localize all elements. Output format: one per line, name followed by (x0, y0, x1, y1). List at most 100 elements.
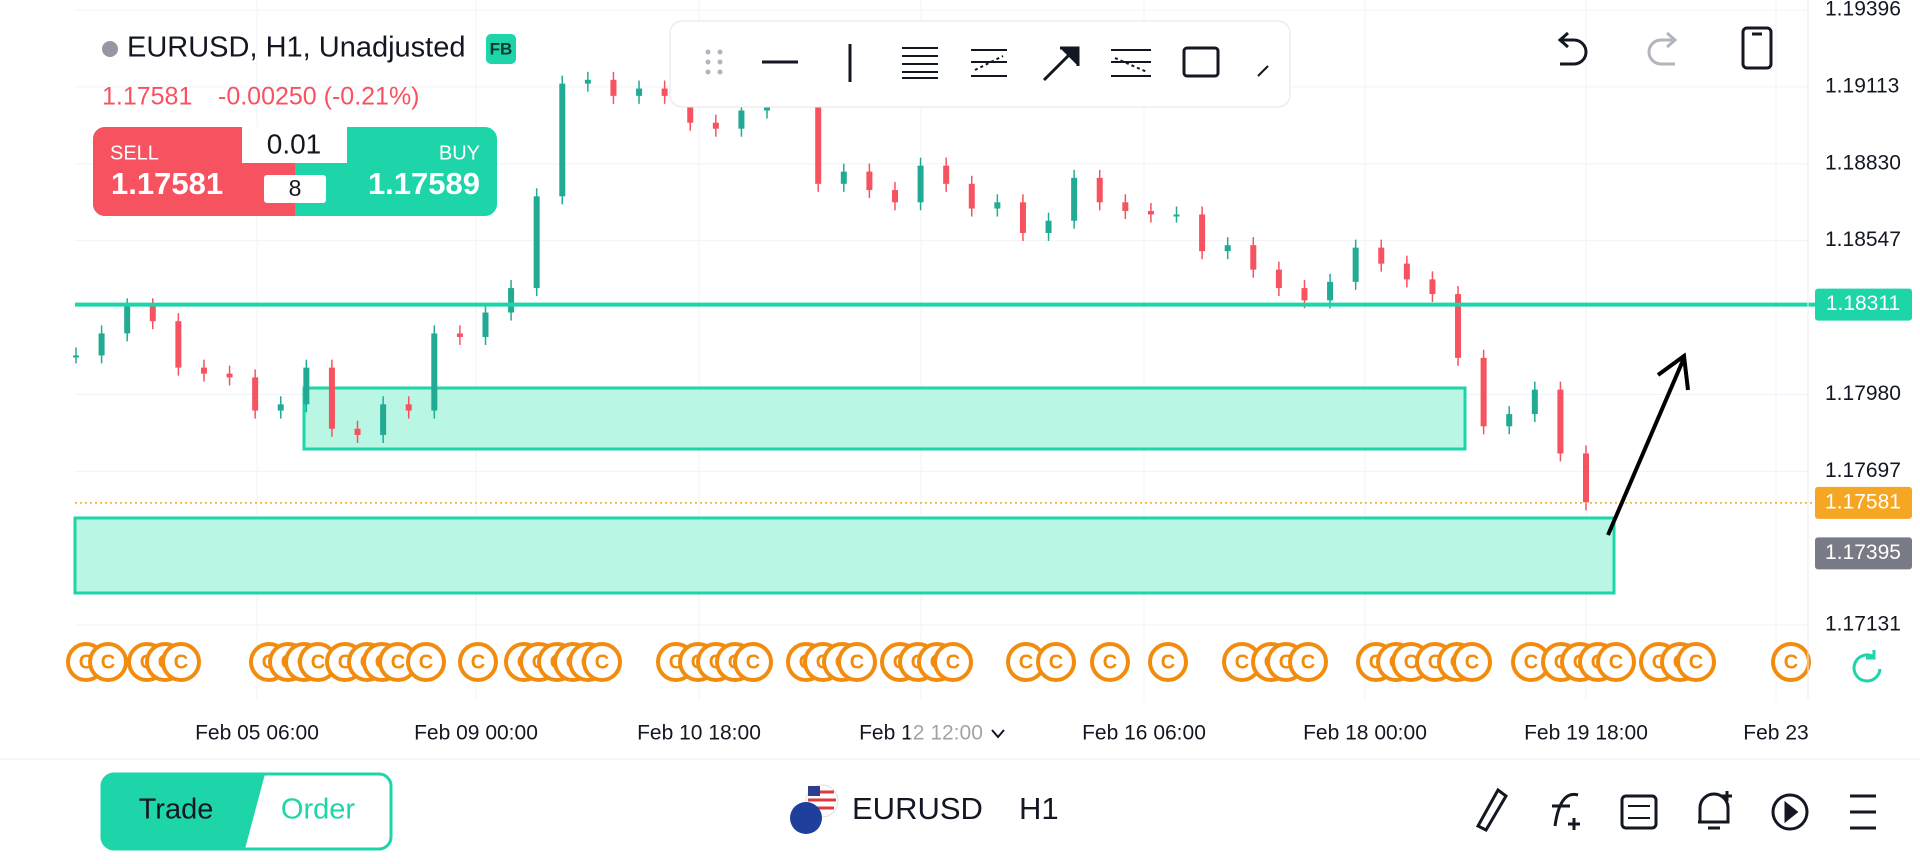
overlay: EURUSD, H1, Unadjusted FB 1.17581 -0.002… (0, 20, 1920, 851)
template-icon[interactable] (1620, 794, 1658, 830)
sell-label[interactable]: SELL (110, 142, 159, 164)
lot-box[interactable] (242, 127, 347, 163)
candle-body (508, 288, 515, 313)
event-icon (406, 642, 446, 682)
parallel-tool[interactable] (1111, 49, 1151, 77)
top-icons (1557, 26, 1773, 70)
y-tick-label: 1.17980 (1825, 382, 1901, 405)
candle-body (1019, 202, 1026, 233)
x-tick-label: Feb 18 00:00 (1303, 722, 1427, 745)
candle-body (584, 79, 591, 84)
redo[interactable] (1647, 31, 1678, 66)
menu-icon[interactable] (1850, 794, 1876, 830)
candle-body (1531, 389, 1538, 415)
candle-body (1301, 288, 1308, 301)
candle-body (610, 79, 617, 96)
x-tick-label: Feb 10 18:00 (637, 722, 761, 745)
event-icon (582, 642, 622, 682)
badge[interactable]: FB (490, 39, 513, 58)
price-label-bg (1815, 486, 1912, 519)
price-label-bg (1815, 537, 1912, 570)
flag-icon (790, 784, 839, 834)
y-tick-label: 1.17697 (1825, 459, 1901, 482)
candle-body (303, 367, 310, 405)
indicator-icon[interactable] (1552, 792, 1580, 830)
event-icon-label: C (595, 651, 609, 673)
candle-body (1455, 294, 1462, 358)
bottom-timeframe[interactable]: H1 (1019, 791, 1059, 826)
candle-body (1275, 269, 1282, 289)
badge-bg[interactable] (486, 34, 516, 64)
toolbar-icons (705, 44, 1269, 82)
zone (73, 516, 1616, 595)
event-icon-label: C (1161, 651, 1175, 673)
event-icon (837, 642, 877, 682)
candle-body (1583, 453, 1589, 503)
x-tick-label: Feb 19 18:00 (1524, 722, 1648, 745)
event-icon (1148, 642, 1188, 682)
device-icon[interactable] (1741, 26, 1773, 70)
scroll-chevron (991, 729, 1005, 739)
undo[interactable] (1557, 31, 1588, 66)
candle-body (815, 92, 822, 184)
price-label: 1.17395 (1825, 541, 1901, 564)
draw-icon[interactable] (1475, 787, 1508, 832)
rect-tool[interactable] (1182, 46, 1220, 78)
candle-body (277, 404, 284, 411)
event-icon (458, 642, 498, 682)
event-icon-label: C (1301, 651, 1315, 673)
buy-price[interactable]: 1.17589 (368, 166, 480, 201)
event-icon (1676, 642, 1716, 682)
plot: 1.19396 1.19113 1.18830 1.18547 1.17980 1.176… (66, 0, 1912, 752)
candle-body (1199, 214, 1206, 252)
candle-body (917, 165, 924, 203)
price-label: 1.18311 (1826, 292, 1900, 315)
candle-body (687, 95, 694, 123)
event-icon-label: C (419, 651, 433, 673)
event-icon-label: C (391, 651, 405, 673)
drag-handle[interactable] (705, 49, 723, 75)
bottom-symbol[interactable]: EURUSD (852, 791, 983, 826)
replay-icon[interactable] (1771, 793, 1809, 831)
drawing-toolbar (669, 20, 1291, 108)
buy-label[interactable]: BUY (439, 142, 480, 164)
channel-tool[interactable] (971, 49, 1007, 77)
candle-body (1352, 247, 1359, 282)
x-tick-label: Feb 09 00:00 (414, 722, 538, 745)
y-tick-label: 1.19113 (1825, 74, 1899, 97)
price-label-bg (1815, 288, 1912, 321)
candle-body (1096, 177, 1103, 203)
candle-body (1147, 210, 1154, 215)
candle-body (456, 333, 463, 337)
candle-body (200, 367, 207, 374)
y-tick-label: 1.18547 (1825, 228, 1901, 251)
candle-body (175, 321, 182, 368)
sell-price[interactable]: 1.17581 (111, 166, 223, 201)
candle-body (1071, 177, 1078, 221)
candle-body (1480, 357, 1487, 427)
candle-body (943, 165, 950, 184)
lot-size[interactable]: 0.01 (267, 128, 322, 159)
trade-tab[interactable]: Trade (139, 794, 214, 826)
event-icon-label: C (174, 651, 188, 673)
fib-tool[interactable] (902, 47, 938, 79)
candle-body (328, 367, 335, 429)
arrow-tool[interactable] (1042, 46, 1080, 82)
candle-body (73, 355, 79, 358)
price-change: -0.00250 (-0.21%) (218, 83, 420, 111)
order-tab[interactable]: Order (281, 794, 355, 826)
event-icon (1596, 642, 1636, 682)
event-icon-label: C (1404, 651, 1418, 673)
alert-icon[interactable] (1698, 791, 1732, 830)
symbol-title: EURUSD, H1, Unadjusted (127, 32, 465, 64)
candle-body (252, 377, 259, 411)
candle-body (1429, 279, 1436, 295)
candle-body (1403, 263, 1410, 280)
candle-body (1173, 214, 1180, 217)
candle-body (405, 404, 412, 411)
trade-tab-bg[interactable] (102, 774, 265, 849)
trend-arrow (1606, 357, 1686, 536)
candle-body (891, 190, 898, 203)
pen-tool[interactable] (1257, 65, 1269, 77)
